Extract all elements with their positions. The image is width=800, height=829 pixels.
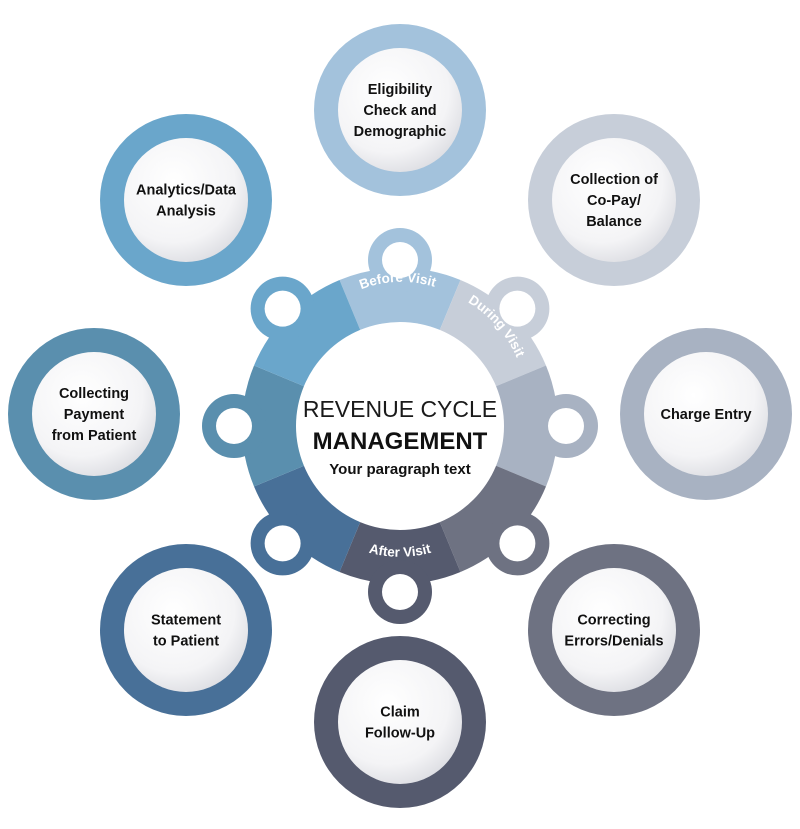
- wheel-tab-hole: [264, 525, 301, 562]
- node-inner-disc: [338, 660, 462, 784]
- node-label-line: Eligibility: [368, 82, 432, 98]
- node-copay: Collection of Co-Pay/Balance: [528, 114, 700, 286]
- node-label-line: Collection of: [570, 172, 658, 188]
- wheel-tab-hole: [216, 408, 252, 444]
- outer-nodes: Eligibility Check and Demographic Collectio…: [8, 24, 792, 808]
- wheel-tab-hole: [382, 242, 418, 278]
- node-eligibility: Eligibility Check and Demographic: [314, 24, 486, 196]
- node-label-line: to Patient: [153, 634, 219, 650]
- node-label-line: Correcting: [577, 613, 650, 629]
- node-label-line: Analysis: [156, 204, 216, 220]
- node-label-line: Co-Pay/: [587, 193, 641, 209]
- node-statement: Statement to Patient: [100, 544, 272, 716]
- wheel-tab-hole: [499, 290, 536, 327]
- node-label-line: Check and: [363, 103, 436, 119]
- node-correcting-errors: Correcting Errors/Denials: [528, 544, 700, 716]
- node-label-line: from Patient: [52, 428, 137, 444]
- node-claim-followup: Claim Follow-Up: [314, 636, 486, 808]
- node-inner-disc: [338, 48, 462, 172]
- node-charge-entry: Charge Entry: [620, 328, 792, 500]
- node-analytics: Analytics/Data Analysis: [100, 114, 272, 286]
- node-label-line: Demographic: [354, 124, 447, 140]
- node-label-line: Follow-Up: [365, 726, 435, 742]
- node-label-line: Charge Entry: [660, 407, 751, 423]
- node-label-line: Claim: [380, 705, 420, 721]
- phase-label-after-visit: After Visit: [368, 541, 433, 560]
- node-inner-disc: [124, 568, 248, 692]
- center-title: REVENUE CYCLE: [303, 396, 497, 422]
- node-label-line: Balance: [586, 214, 642, 230]
- node-inner-disc: [552, 568, 676, 692]
- node-inner-disc: [32, 352, 156, 476]
- center-main-title: MANAGEMENT: [313, 428, 488, 455]
- node-label-line: Statement: [151, 613, 221, 629]
- wheel-tab-hole: [264, 290, 301, 327]
- node-inner-disc: [644, 352, 768, 476]
- node-label-line: Errors/Denials: [564, 634, 663, 650]
- node-label-line: Analytics/Data: [136, 183, 237, 199]
- wheel-tab-hole: [548, 408, 584, 444]
- wheel-tab-hole: [382, 574, 418, 610]
- node-collecting-payment: Collecting Payment from Patient: [8, 328, 180, 500]
- node-label-line: Payment: [64, 407, 125, 423]
- wheel-tab-hole: [499, 525, 536, 562]
- center-disc: [296, 322, 504, 530]
- node-inner-disc: [552, 138, 676, 262]
- node-label-line: Collecting: [59, 386, 129, 402]
- node-inner-disc: [124, 138, 248, 262]
- center-subtitle: Your paragraph text: [329, 461, 470, 478]
